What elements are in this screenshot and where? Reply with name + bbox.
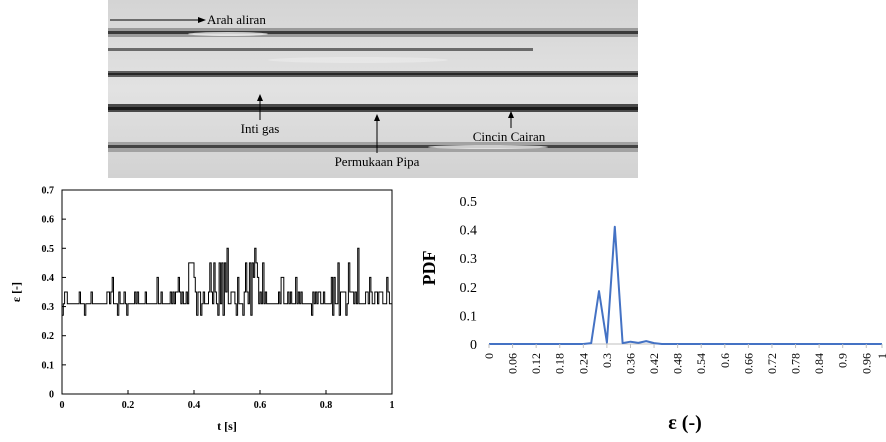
photo-highlight: [428, 145, 548, 149]
pdf-x-tick-label: 0.66: [741, 353, 755, 374]
liquid-ring-arrowhead: [508, 111, 514, 118]
pdf-x-axis-label: ε (-): [668, 412, 702, 434]
pdf-x-tick-label: 0.78: [789, 353, 803, 374]
pdf-series-line: [489, 225, 882, 345]
time-series-plot-frame: [61, 189, 393, 395]
gas-core-label: Inti gas: [241, 121, 280, 136]
time-series-y-axis-label: ε [-]: [9, 282, 23, 302]
gas-core-upper-edge: [108, 73, 638, 75]
photo-highlight: [268, 57, 448, 63]
ts-y-tick-label: 0: [49, 390, 54, 401]
pdf-x-tick-label: 0.42: [647, 353, 661, 374]
gas-core-lower-edge: [108, 107, 638, 110]
ts-y-tick-label: 0.4: [42, 273, 55, 284]
pdf-y-axis-label: PDF: [419, 251, 439, 286]
liquid-ring-label: Cincin Cairan: [473, 129, 546, 144]
pdf-x-tick-label: 0.9: [836, 353, 850, 368]
pdf-x-tick-label: 0.12: [529, 353, 543, 374]
ts-x-tick-label: 0.8: [320, 400, 333, 411]
pdf-x-tick-label: 0.48: [671, 353, 685, 374]
pdf-x-tick-label: 1: [875, 353, 886, 359]
photo-highlight: [188, 32, 268, 36]
ts-x-tick-label: 0.2: [122, 400, 135, 411]
ts-y-tick-label: 0.7: [42, 186, 55, 197]
time-series-x-axis-label: t [s]: [217, 419, 237, 433]
void-fraction-pdf: 0 0.06 0.12 0.18 0.24 0.3 0.36 0.42 0.48 0.54 0.6 0…: [412, 185, 886, 437]
pdf-y-tick-label: 0: [470, 338, 477, 353]
flow-direction-arrowhead: [198, 17, 206, 23]
void-fraction-time-series: 0 0.2 0.4 0.6 0.8 1 0 0.1 0.2 0.3 0.4 0.5 0.6 0.7 t …: [0, 180, 410, 437]
flow-direction-label: Arah aliran: [207, 12, 266, 27]
pdf-y-tick-label: 0.5: [460, 195, 478, 210]
pipe-surface-arrowhead: [374, 114, 380, 121]
ts-x-tick-label: 0.6: [254, 400, 267, 411]
ts-y-tick-label: 0.6: [42, 215, 55, 226]
pipe-surface-label: Permukaan Pipa: [335, 154, 420, 169]
pipe-bottom-wall-edge: [108, 145, 638, 148]
pdf-x-tick-label: 0.36: [623, 353, 637, 374]
pdf-y-tick-label: 0.1: [460, 309, 478, 324]
ts-y-tick-label: 0.3: [42, 302, 55, 313]
pdf-y-tick-label: 0.3: [460, 252, 478, 267]
ts-y-tick-label: 0.1: [42, 360, 55, 371]
pdf-x-tick-label: 0.3: [600, 353, 614, 368]
ts-x-tick-label: 0.4: [188, 400, 201, 411]
pipe-photo-svg: Arah aliran Inti gas Permukaan Pipa Cinc…: [108, 0, 638, 178]
pipe-flow-photo: Arah aliran Inti gas Permukaan Pipa Cinc…: [108, 0, 638, 178]
ts-y-tick-label: 0.2: [42, 331, 55, 342]
pdf-chart: 0 0.06 0.12 0.18 0.24 0.3 0.36 0.42 0.48 0.54 0.6 0…: [419, 195, 886, 434]
pdf-x-tick-label: 0.96: [859, 353, 873, 374]
pdf-x-tick-label: 0: [482, 353, 496, 359]
pdf-x-tick-label: 0.84: [812, 353, 826, 374]
pdf-y-tick-label: 0.2: [460, 281, 478, 296]
void-fraction-series-line: [61, 247, 392, 316]
ts-x-tick-label: 1: [390, 400, 395, 411]
time-series-chart: 0 0.2 0.4 0.6 0.8 1 0 0.1 0.2 0.3 0.4 0.5 0.6 0.7 t …: [9, 186, 395, 434]
pipe-top-wall-edge: [108, 31, 638, 34]
pdf-x-tick-label: 0.06: [506, 353, 520, 374]
pdf-y-tick-label: 0.4: [460, 224, 478, 239]
pdf-x-tick-label: 0.54: [694, 353, 708, 374]
ts-y-tick-label: 0.5: [42, 244, 55, 255]
ts-x-tick-label: 0: [60, 400, 65, 411]
gas-core-arrowhead: [257, 94, 263, 101]
pdf-x-tick-label: 0.24: [576, 353, 590, 374]
liquid-film-line: [108, 48, 533, 51]
pdf-x-tick-label: 0.6: [718, 353, 732, 368]
pdf-x-tick-label: 0.72: [765, 353, 779, 374]
pdf-x-tick-label: 0.18: [553, 353, 567, 374]
